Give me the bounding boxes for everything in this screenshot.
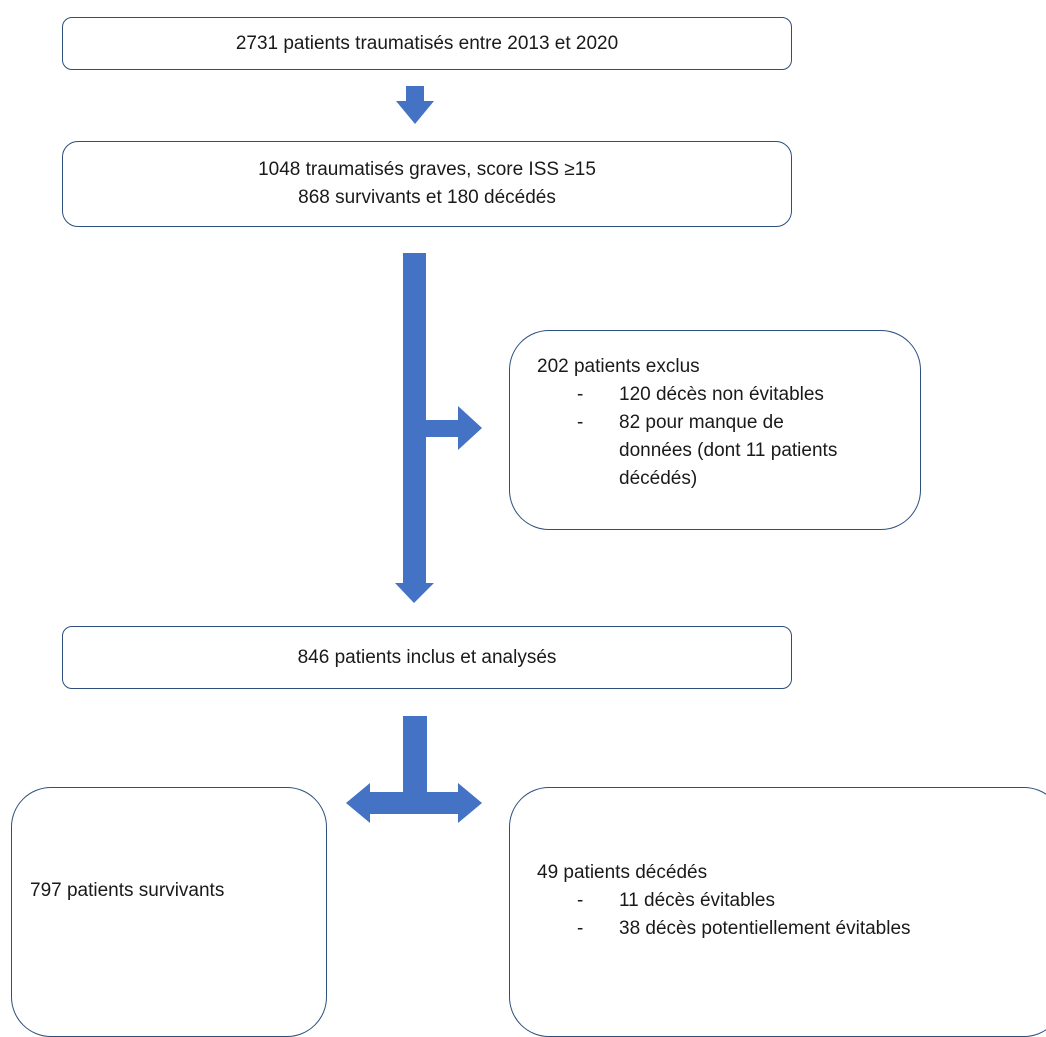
excluded-list: 120 décès non évitables 82 pour manque d… [571, 381, 851, 493]
excluded-item: 120 décès non évitables [571, 381, 851, 409]
excluded-item: 82 pour manque de données (dont 11 patie… [571, 409, 859, 493]
severe-trauma-line2: 868 survivants et 180 décédés [298, 184, 556, 212]
excluded-patients-box: 202 patients exclus 120 décès non évitab… [509, 330, 921, 530]
deceased-list: 11 décès évitables 38 décès potentiellem… [571, 887, 1046, 943]
deceased-item: 11 décès évitables [571, 887, 1046, 915]
severe-trauma-box: 1048 traumatisés graves, score ISS ≥15 8… [62, 141, 792, 227]
total-patients-text: 2731 patients traumatisés entre 2013 et … [236, 30, 618, 58]
included-patients-text: 846 patients inclus et analysés [298, 644, 557, 672]
arrow-included-to-outcomes [346, 716, 482, 823]
survivors-box: 797 patients survivants [11, 787, 327, 1037]
excluded-title: 202 patients exclus [537, 353, 920, 381]
deceased-title: 49 patients décédés [537, 859, 1046, 887]
arrow-branch-to-excluded [424, 406, 482, 450]
survivors-text: 797 patients survivants [30, 877, 224, 905]
deceased-box: 49 patients décédés 11 décès évitables 3… [509, 787, 1046, 1037]
severe-trauma-line1: 1048 traumatisés graves, score ISS ≥15 [258, 156, 596, 184]
deceased-item: 38 décès potentiellement évitables [571, 915, 1046, 943]
included-patients-box: 846 patients inclus et analysés [62, 626, 792, 689]
total-patients-box: 2731 patients traumatisés entre 2013 et … [62, 17, 792, 70]
arrow-total-to-severe [396, 86, 434, 124]
